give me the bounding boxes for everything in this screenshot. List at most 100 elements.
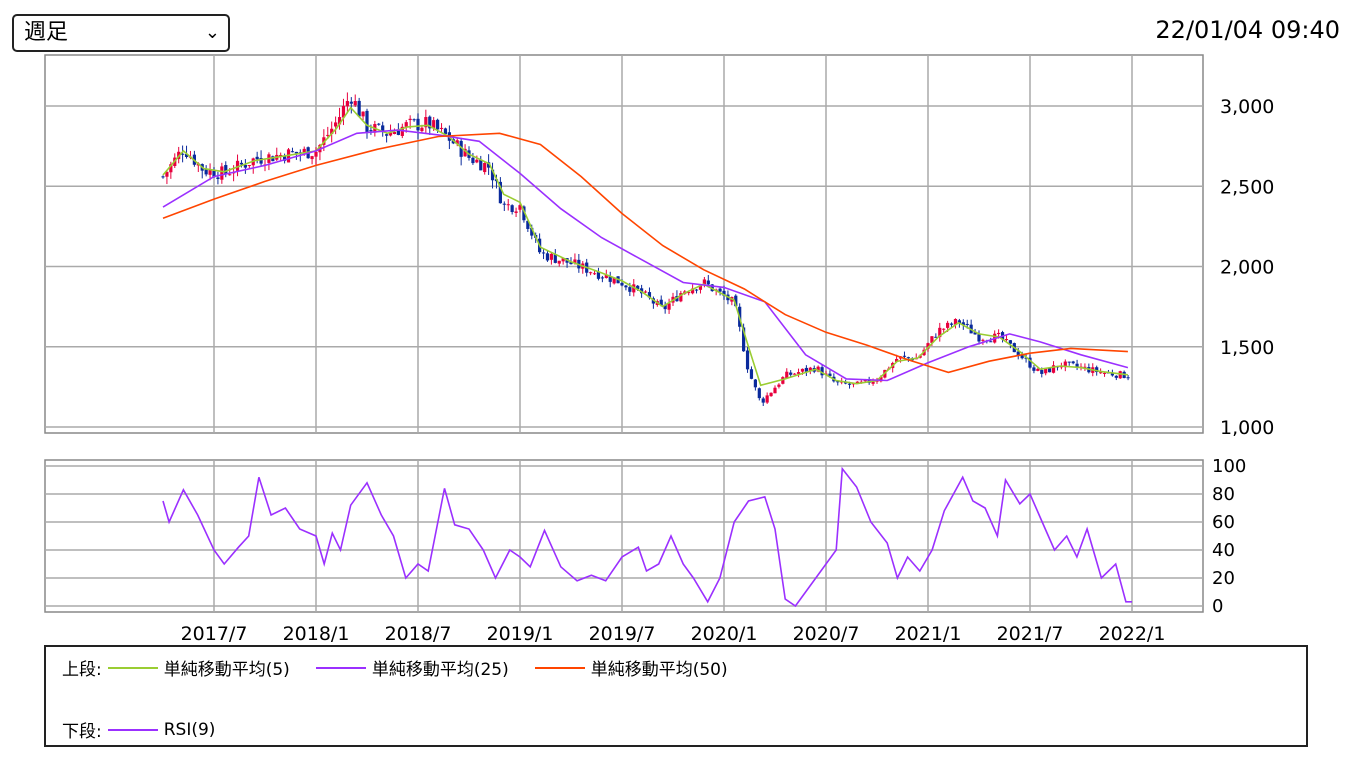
candle-body-124 <box>647 292 652 298</box>
candle-body-122 <box>640 288 644 294</box>
candle-body-165 <box>808 367 812 371</box>
candle-body-142 <box>718 288 722 292</box>
candle-body-12 <box>208 169 212 175</box>
candle-body-110 <box>592 273 597 275</box>
x-tick-7: 2021/1 <box>895 623 962 645</box>
candle-body-139 <box>706 280 710 285</box>
x-tick-5: 2020/1 <box>691 623 758 645</box>
chevron-down-icon: ⌄ <box>204 22 220 43</box>
legend: 上段: 単純移動平均(5) 単純移動平均(25) 単純移動平均(50) 下段: … <box>44 645 1308 747</box>
candle-body-99 <box>549 253 553 260</box>
candle-body-118 <box>624 285 628 288</box>
candle-body-239 <box>1099 372 1103 374</box>
candle-body-128 <box>663 304 667 310</box>
candle-body-92 <box>522 206 526 221</box>
candle-body-230 <box>1063 361 1067 368</box>
candle-body-222 <box>1032 367 1036 371</box>
candle-body-155 <box>769 392 773 397</box>
candle-body-43 <box>330 128 334 135</box>
legend-swatch-sma25 <box>315 666 366 669</box>
candle-body-196 <box>930 336 934 343</box>
candle-body-243 <box>1114 375 1118 378</box>
candle-body-49 <box>353 101 357 106</box>
candle-body-158 <box>781 377 785 384</box>
candle-body-181 <box>871 381 875 384</box>
legend-lower-label: 下段: <box>62 722 102 742</box>
candle-body-111 <box>596 271 601 279</box>
candle-body-52 <box>365 110 369 132</box>
candle-body-148 <box>742 327 746 352</box>
candle-body-104 <box>569 262 573 265</box>
candle-body-208 <box>977 334 981 342</box>
price-y-tick-1: 1,500 <box>1220 337 1274 359</box>
candle-body-45 <box>337 117 342 125</box>
candle-body-137 <box>698 285 703 290</box>
candle-body-152 <box>757 388 761 399</box>
candle-body-60 <box>396 130 400 135</box>
candle-body-31 <box>283 155 287 161</box>
candle-body-211 <box>989 341 993 343</box>
rsi-panel <box>44 459 1204 613</box>
candle-body-42 <box>326 134 330 136</box>
candle-body-38 <box>310 156 314 160</box>
candle-body-172 <box>836 381 840 383</box>
candle-body-51 <box>361 111 365 117</box>
candle-body-70 <box>436 119 440 130</box>
candle-body-170 <box>828 373 832 377</box>
legend-item-rsi: RSI(9) <box>163 719 216 740</box>
candle-body-123 <box>643 291 648 293</box>
candle-body-46 <box>341 106 346 118</box>
candle-body-120 <box>632 284 636 293</box>
candle-body-240 <box>1102 372 1107 374</box>
candle-body-162 <box>796 372 801 374</box>
candle-body-153 <box>761 398 765 403</box>
candle-body-156 <box>773 387 777 394</box>
candle-body-200 <box>946 322 950 328</box>
candle-body-218 <box>1016 351 1020 357</box>
ma-line-2 <box>162 132 1128 374</box>
candle-body-209 <box>981 339 985 341</box>
candle-body-114 <box>608 276 612 282</box>
candle-body-28 <box>271 156 275 162</box>
candle-body-89 <box>510 205 514 213</box>
price-panel <box>44 54 1204 434</box>
rsi-y-tick-2: 40 <box>1212 540 1235 561</box>
candle-body-224 <box>1040 369 1044 374</box>
candle-body-13 <box>212 170 216 178</box>
legend-upper-row: 上段: 単純移動平均(5) 単純移動平均(25) 単純移動平均(50) <box>62 655 748 680</box>
candle-body-66 <box>420 127 424 132</box>
candle-body-50 <box>357 100 361 117</box>
candle-body-160 <box>789 372 793 375</box>
candle-body-150 <box>749 369 754 379</box>
candle-body-53 <box>369 130 373 132</box>
candle-body-72 <box>443 128 448 135</box>
candle-body-157 <box>777 384 781 387</box>
candle-body-79 <box>471 157 475 164</box>
x-tick-8: 2021/7 <box>997 623 1064 645</box>
candle-body-190 <box>906 357 910 359</box>
candle-body-5 <box>181 153 185 155</box>
candle-body-84 <box>490 169 495 181</box>
legend-item-sma50: 単純移動平均(50) <box>590 660 728 680</box>
candle-body-86 <box>498 181 502 204</box>
price-y-tick-2: 2,000 <box>1220 257 1274 279</box>
candle-body-189 <box>902 355 907 357</box>
candle-body-109 <box>589 272 593 274</box>
candle-body-48 <box>349 101 353 104</box>
candle-body-195 <box>926 343 930 349</box>
candle-body-21 <box>243 164 247 168</box>
candle-body-187 <box>895 358 899 362</box>
candle-body-98 <box>545 253 550 261</box>
candle-body-163 <box>800 368 805 372</box>
candle-body-25 <box>259 157 263 164</box>
candle-body-65 <box>416 118 420 131</box>
period-select-value: 週足 <box>24 20 69 45</box>
candle-body-121 <box>636 285 640 290</box>
x-tick-0: 2017/7 <box>181 623 248 645</box>
candle-body-233 <box>1075 363 1079 367</box>
timestamp: 22/01/04 09:40 <box>1155 16 1340 44</box>
candle-body-93 <box>526 220 530 229</box>
period-select[interactable]: 週足 ⌄ <box>12 14 230 52</box>
candle-body-205 <box>965 323 969 325</box>
rsi-y-tick-4: 80 <box>1212 484 1235 505</box>
